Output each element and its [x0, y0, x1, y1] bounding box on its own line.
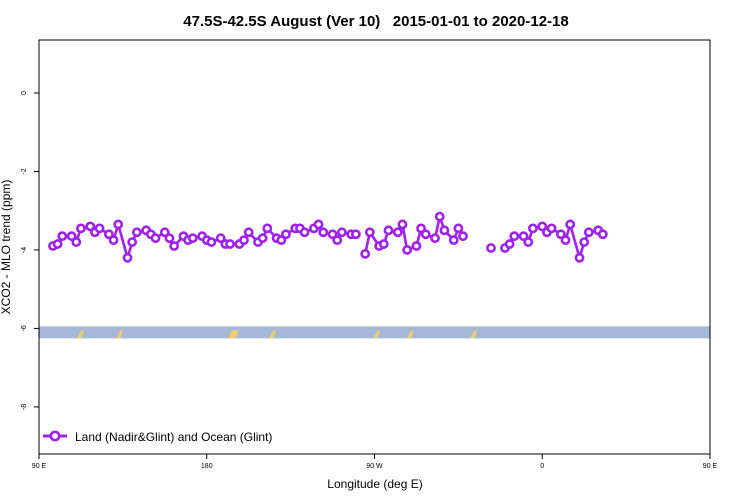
legend-marker-swatch — [49, 430, 61, 442]
y-tick-label: -4 — [21, 247, 28, 253]
terrain-band — [39, 326, 710, 339]
data-point — [565, 219, 576, 230]
data-point — [52, 239, 63, 249]
data-point — [332, 235, 343, 246]
data-point — [360, 248, 371, 259]
data-point — [350, 229, 361, 240]
data-point — [504, 239, 515, 249]
data-point — [71, 237, 82, 247]
data-point — [546, 223, 557, 234]
data-point — [113, 219, 124, 230]
data-point — [364, 227, 375, 238]
data-point — [239, 235, 249, 246]
data-point — [597, 229, 608, 240]
data-point — [537, 221, 548, 232]
data-point — [327, 229, 338, 240]
data-point — [458, 231, 468, 242]
data-point — [243, 227, 254, 238]
data-point — [225, 239, 235, 249]
data-point — [313, 219, 324, 230]
y-tick-label: -2 — [21, 168, 28, 174]
data-point — [66, 231, 77, 242]
data-point — [122, 252, 133, 263]
data-point — [416, 223, 426, 234]
data-point — [94, 223, 105, 234]
data-point — [430, 233, 440, 244]
data-point — [378, 239, 389, 249]
data-point — [397, 219, 408, 230]
data-point — [318, 227, 329, 238]
data-point — [131, 227, 142, 238]
land-mark — [373, 330, 381, 339]
data-point — [187, 233, 198, 244]
data-point — [85, 221, 96, 232]
data-point — [448, 235, 459, 246]
data-point — [103, 229, 114, 240]
data-point — [523, 237, 534, 247]
land-mark — [116, 330, 124, 339]
data-point — [262, 223, 273, 234]
data-point — [420, 229, 431, 240]
data-point — [583, 227, 594, 238]
data-point — [127, 237, 138, 247]
data-point — [299, 227, 310, 238]
x-tick-label: 90 W — [366, 463, 383, 470]
data-point — [555, 229, 566, 240]
data-point — [108, 235, 119, 246]
data-point — [164, 233, 175, 244]
x-tick-label: 90 E — [703, 463, 718, 470]
legend: Land (Nadir&Glint) and Ocean (Glint) — [43, 430, 272, 444]
x-tick-label: 180 — [201, 463, 213, 470]
data-point — [434, 211, 445, 222]
data-point — [509, 231, 520, 242]
data-point — [574, 252, 585, 263]
data-point — [560, 235, 571, 246]
data-point — [518, 231, 529, 242]
x-axis: 90 E 180 90 W 0 90 E — [32, 454, 718, 470]
data-series — [48, 211, 608, 263]
ocean-band — [39, 326, 710, 339]
data-point — [411, 241, 422, 251]
data-point — [392, 227, 403, 238]
chart-title: 47.5S-42.5S August (Ver 10) 2015-01-01 t… — [183, 13, 568, 30]
data-point — [439, 225, 450, 236]
land-mark — [77, 330, 85, 339]
data-point — [276, 235, 287, 246]
land-mark — [470, 330, 478, 339]
data-point — [579, 237, 590, 247]
x-axis-label: Longitude (deg E) — [327, 477, 422, 491]
y-tick-label: 0 — [21, 91, 28, 95]
data-point — [57, 231, 68, 242]
data-point — [257, 233, 268, 244]
land-mark — [268, 330, 276, 339]
data-point — [336, 227, 347, 238]
x-tick-label: 90 E — [32, 463, 47, 470]
data-point — [486, 243, 496, 253]
y-axis-label: XCO2 - MLO trend (ppm) — [0, 180, 13, 315]
land-mark — [231, 330, 239, 339]
data-point — [169, 241, 180, 251]
data-point — [206, 237, 217, 247]
data-point — [159, 227, 170, 238]
land-mark — [406, 330, 414, 339]
data-point — [76, 223, 86, 234]
data-point — [281, 229, 291, 240]
data-point — [150, 233, 161, 244]
data-point — [528, 223, 538, 234]
x-tick-label: 0 — [540, 463, 544, 470]
data-point — [383, 225, 394, 236]
data-point — [453, 223, 464, 234]
y-tick-label: -6 — [21, 325, 28, 331]
y-axis: 0 -2 -4 -6 -8 — [21, 91, 39, 410]
data-point — [402, 245, 413, 255]
data-point — [215, 233, 226, 244]
y-tick-label: -8 — [21, 404, 28, 410]
legend-label: Land (Nadir&Glint) and Ocean (Glint) — [75, 430, 272, 444]
